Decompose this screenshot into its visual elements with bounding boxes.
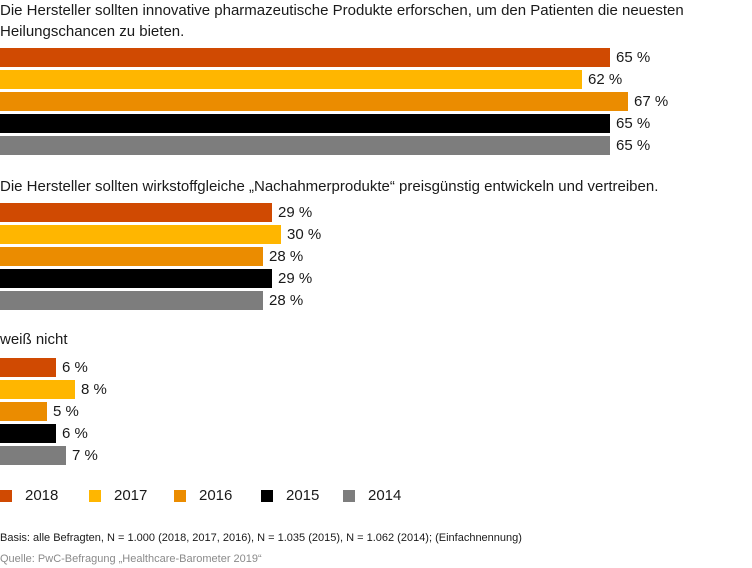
bar-2018 (0, 358, 56, 377)
bar-2017 (0, 225, 281, 244)
bar-value-label: 67 % (634, 93, 669, 110)
bar-value-label: 6 % (62, 359, 88, 376)
bar-value-label: 6 % (62, 425, 88, 442)
legend-label: 2016 (199, 487, 233, 504)
bar-2015 (0, 424, 56, 443)
bar-value-label: 28 % (269, 292, 304, 309)
bar-2017 (0, 380, 75, 399)
legend-label: 2017 (114, 487, 148, 504)
bar-2014 (0, 446, 66, 465)
group-title: Die Hersteller sollten wirkstoffgleiche … (0, 178, 659, 195)
legend-swatch (89, 490, 101, 502)
bar-value-label: 65 % (616, 49, 651, 66)
bar-2018 (0, 48, 610, 67)
footnote-source: Quelle: PwC-Befragung „Healthcare-Barome… (0, 553, 262, 565)
group-title: Die Hersteller sollten innovative pharma… (0, 2, 684, 40)
bar-2014 (0, 136, 610, 155)
bar-value-label: 65 % (616, 137, 651, 154)
bar-2016 (0, 402, 47, 421)
legend-swatch (0, 490, 12, 502)
bar-2016 (0, 92, 628, 111)
legend-label: 2014 (368, 487, 402, 504)
legend-swatch (261, 490, 273, 502)
legend-label: 2018 (25, 487, 59, 504)
bar-2015 (0, 114, 610, 133)
bar-2017 (0, 70, 582, 89)
group-title: weiß nicht (0, 331, 68, 348)
legend: 2018 2017 2016 2015 2014 (0, 487, 752, 505)
bar-value-label: 5 % (53, 403, 79, 420)
bar-2014 (0, 291, 263, 310)
bar-value-label: 30 % (287, 226, 322, 243)
bar-2018 (0, 203, 272, 222)
bar-2015 (0, 269, 272, 288)
legend-swatch (343, 490, 355, 502)
bar-value-label: 62 % (588, 71, 623, 88)
bar-value-label: 7 % (72, 447, 98, 464)
legend-swatch (174, 490, 186, 502)
bar-value-label: 28 % (269, 248, 304, 265)
bar-value-label: 65 % (616, 115, 651, 132)
bar-2016 (0, 247, 263, 266)
bar-value-label: 29 % (278, 270, 313, 287)
legend-label: 2015 (286, 487, 320, 504)
bar-value-label: 29 % (278, 204, 313, 221)
bar-value-label: 8 % (81, 381, 107, 398)
footnote-basis: Basis: alle Befragten, N = 1.000 (2018, … (0, 532, 522, 544)
